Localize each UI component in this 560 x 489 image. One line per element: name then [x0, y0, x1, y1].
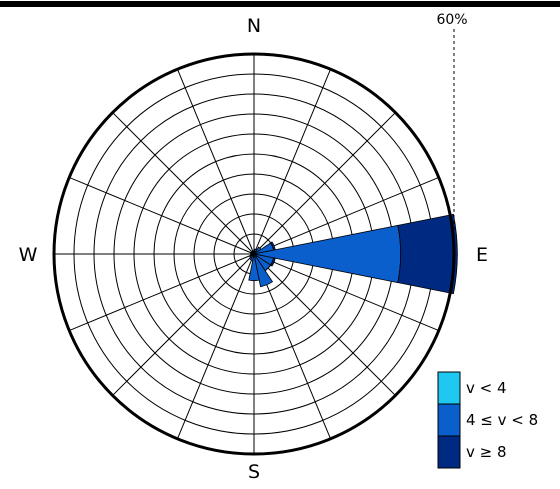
- grid-spoke: [112, 112, 255, 255]
- legend-swatch-low: [437, 371, 461, 405]
- direction-label-south: S: [248, 461, 260, 483]
- legend-swatch-high: [437, 435, 461, 469]
- grid-spoke: [253, 253, 396, 396]
- sector-e-bin-1: [253, 224, 402, 284]
- sector-nnw-bin-1: [251, 250, 255, 254]
- legend-swatch-mid: [437, 403, 461, 437]
- sector-s-bin-1: [248, 255, 260, 282]
- grid-spoke: [177, 69, 255, 255]
- sector-ssw-bin-1: [249, 254, 255, 262]
- direction-label-east: E: [476, 244, 488, 266]
- direction-label-north: N: [247, 15, 261, 37]
- direction-label-west: W: [19, 244, 38, 266]
- grid-spoke: [253, 112, 396, 255]
- polar-grid: [54, 54, 454, 454]
- grid-spoke: [253, 177, 439, 255]
- legend: v < 4 4 ≤ v < 8 v ≥ 8: [437, 371, 538, 469]
- legend-label-low: v < 4: [466, 379, 507, 397]
- grid-spoke: [253, 253, 439, 331]
- sector-sw-bin-1: [249, 254, 254, 259]
- grid-spoke: [112, 253, 255, 396]
- grid-spoke: [253, 69, 331, 255]
- grid-spoke: [69, 253, 255, 331]
- legend-label-mid: 4 ≤ v < 8: [466, 411, 538, 429]
- sector-e-bin-2: [397, 213, 458, 295]
- wind-sectors: [248, 213, 458, 295]
- sector-ese-bin-2: [270, 257, 276, 267]
- legend-label-high: v ≥ 8: [466, 443, 507, 461]
- grid-spoke: [177, 253, 255, 439]
- max-percent-label: 60%: [436, 12, 467, 28]
- grid-spoke: [69, 177, 255, 255]
